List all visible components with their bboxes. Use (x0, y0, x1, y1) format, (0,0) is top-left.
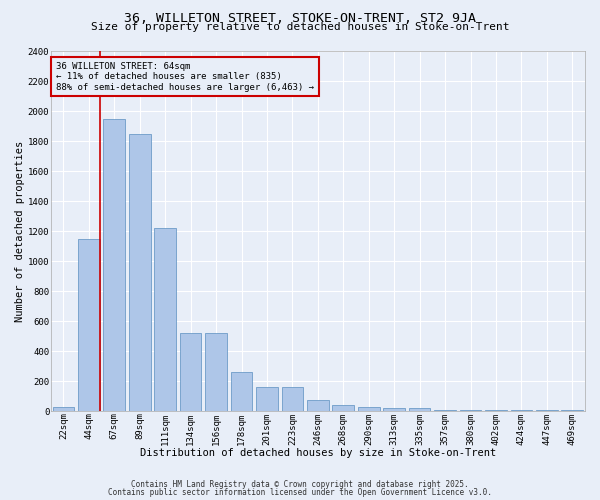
Bar (511, 410, 532, 411)
Text: Contains HM Land Registry data © Crown copyright and database right 2025.: Contains HM Land Registry data © Crown c… (131, 480, 469, 489)
Bar (256, 387, 278, 411)
Bar (460, 410, 481, 411)
Bar (78, 238, 100, 411)
Text: Size of property relative to detached houses in Stoke-on-Trent: Size of property relative to detached ho… (91, 22, 509, 32)
Bar (230, 372, 253, 411)
Bar (332, 405, 354, 411)
Text: 36 WILLETON STREET: 64sqm
← 11% of detached houses are smaller (835)
88% of semi: 36 WILLETON STREET: 64sqm ← 11% of detac… (56, 62, 314, 92)
Bar (434, 410, 456, 411)
Bar (154, 228, 176, 411)
X-axis label: Distribution of detached houses by size in Stoke-on-Trent: Distribution of detached houses by size … (140, 448, 496, 458)
Bar (358, 406, 380, 411)
Bar (180, 333, 202, 411)
Bar (536, 410, 557, 411)
Bar (409, 408, 430, 411)
Bar (281, 387, 303, 411)
Bar (562, 410, 583, 411)
Bar (205, 333, 227, 411)
Text: 36, WILLETON STREET, STOKE-ON-TRENT, ST2 9JA: 36, WILLETON STREET, STOKE-ON-TRENT, ST2… (124, 12, 476, 26)
Bar (129, 134, 151, 411)
Bar (383, 408, 405, 411)
Bar (53, 406, 74, 411)
Bar (307, 400, 329, 411)
Y-axis label: Number of detached properties: Number of detached properties (15, 140, 25, 322)
Text: Contains public sector information licensed under the Open Government Licence v3: Contains public sector information licen… (108, 488, 492, 497)
Bar (485, 410, 507, 411)
Bar (103, 118, 125, 411)
